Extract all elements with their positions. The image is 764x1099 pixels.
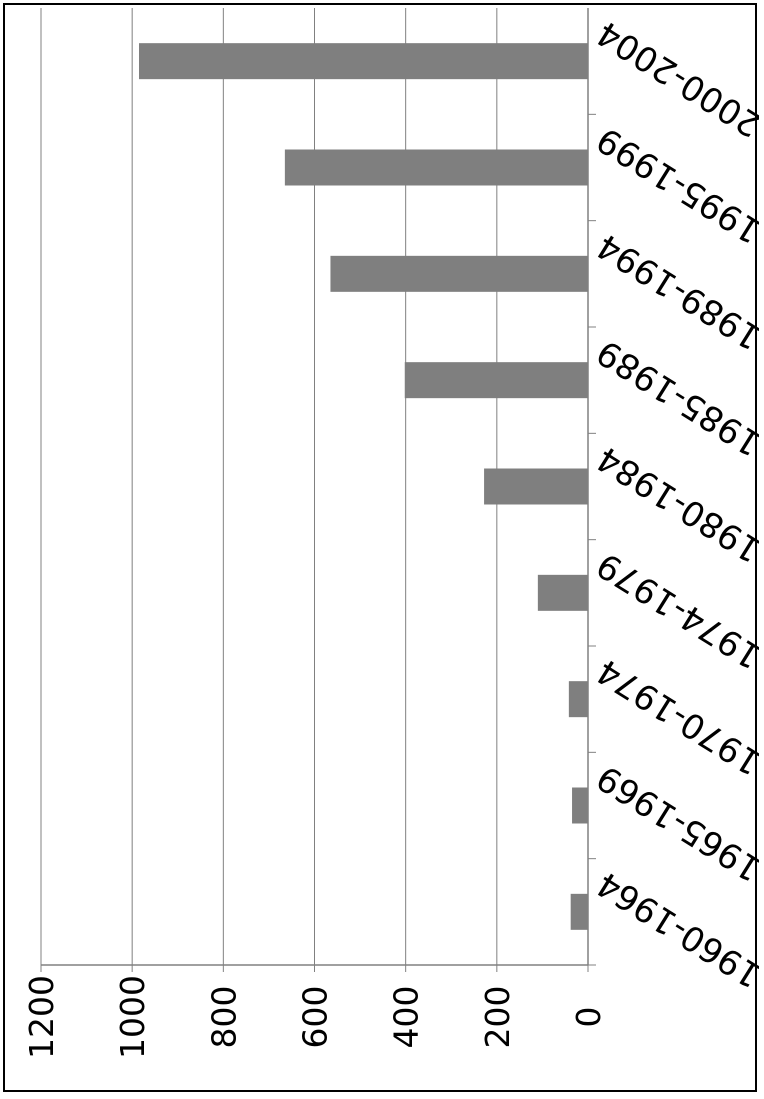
- value-tick-label: 1200: [22, 975, 61, 1059]
- category-label: 1960-1964: [590, 863, 759, 995]
- bar: [330, 255, 588, 292]
- bar: [284, 149, 588, 186]
- axes: [40, 8, 596, 972]
- bar: [139, 43, 589, 80]
- bar: [572, 787, 588, 824]
- chart-frame: 0 200 400 600 800 1000 1200 1960-1964 1965-1969 1…: [3, 3, 759, 1092]
- value-tick-label: 0: [569, 1007, 608, 1028]
- bar: [484, 468, 588, 505]
- bar: [404, 362, 588, 399]
- bar: [570, 893, 588, 930]
- bars: [139, 43, 589, 930]
- bar-chart: 0200400600800100012001960-19641965-19691…: [22, 8, 759, 1059]
- value-tick-label: 400: [387, 986, 426, 1049]
- bar: [537, 574, 588, 611]
- value-tick-label: 1000: [113, 975, 152, 1059]
- bar: [568, 681, 588, 718]
- value-tick-label: 200: [478, 986, 517, 1049]
- value-tick-label: 600: [296, 986, 335, 1049]
- value-tick-label: 800: [204, 986, 243, 1049]
